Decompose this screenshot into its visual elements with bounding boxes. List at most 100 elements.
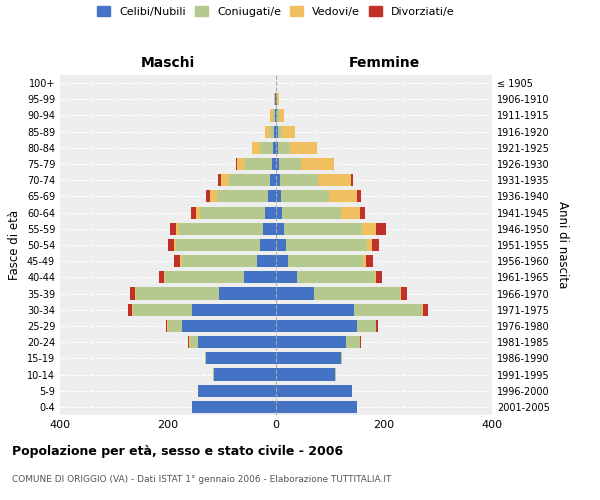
Bar — [244, 272, 276, 283]
Bar — [210, 190, 217, 202]
Bar — [257, 255, 276, 268]
Bar — [281, 190, 329, 202]
Bar — [168, 239, 175, 251]
Bar — [276, 384, 352, 397]
Text: Femmine: Femmine — [349, 56, 419, 70]
Bar — [182, 255, 257, 268]
Bar — [335, 368, 337, 380]
Bar — [217, 190, 268, 202]
Bar — [272, 158, 276, 170]
Bar — [283, 206, 341, 218]
Bar — [170, 222, 176, 235]
Bar — [179, 222, 263, 235]
Bar — [174, 255, 181, 268]
Bar — [196, 206, 200, 218]
Bar — [276, 110, 277, 122]
Bar — [423, 304, 428, 316]
Bar — [296, 272, 375, 283]
Bar — [277, 110, 279, 122]
Bar — [133, 304, 193, 316]
Bar — [367, 239, 372, 251]
Y-axis label: Anni di nascita: Anni di nascita — [556, 202, 569, 288]
Bar — [276, 368, 335, 380]
Bar — [274, 126, 276, 138]
Bar — [276, 206, 283, 218]
Bar — [168, 320, 182, 332]
Bar — [176, 222, 179, 235]
Bar — [376, 272, 382, 283]
Bar — [360, 206, 365, 218]
Bar — [276, 320, 357, 332]
Bar — [132, 304, 133, 316]
Bar — [274, 142, 276, 154]
Bar — [263, 222, 276, 235]
Text: COMUNE DI ORIGGIO (VA) - Dati ISTAT 1° gennaio 2006 - Elaborazione TUTTITALIA.IT: COMUNE DI ORIGGIO (VA) - Dati ISTAT 1° g… — [12, 475, 391, 484]
Bar — [350, 174, 353, 186]
Bar — [276, 288, 314, 300]
Bar — [190, 336, 198, 348]
Bar — [401, 288, 407, 300]
Bar — [275, 110, 276, 122]
Bar — [346, 336, 360, 348]
Bar — [193, 401, 276, 413]
Bar — [130, 288, 134, 300]
Bar — [314, 288, 400, 300]
Bar — [191, 206, 196, 218]
Bar — [277, 93, 278, 106]
Bar — [176, 239, 260, 251]
Bar — [136, 288, 220, 300]
Bar — [286, 239, 367, 251]
Bar — [268, 190, 276, 202]
Bar — [280, 174, 318, 186]
Bar — [376, 222, 386, 235]
Bar — [329, 190, 357, 202]
Bar — [422, 304, 423, 316]
Bar — [159, 272, 164, 283]
Legend: Celibi/Nubili, Coniugati/e, Vedovi/e, Divorziati/e: Celibi/Nubili, Coniugati/e, Vedovi/e, Di… — [97, 6, 455, 16]
Bar — [252, 142, 260, 154]
Bar — [167, 320, 168, 332]
Bar — [220, 288, 276, 300]
Bar — [221, 174, 229, 186]
Bar — [278, 158, 301, 170]
Bar — [213, 368, 214, 380]
Bar — [265, 206, 276, 218]
Bar — [182, 320, 276, 332]
Bar — [362, 222, 376, 235]
Bar — [229, 174, 269, 186]
Bar — [206, 352, 276, 364]
Bar — [372, 239, 379, 251]
Bar — [400, 288, 401, 300]
Bar — [236, 158, 245, 170]
Bar — [276, 255, 288, 268]
Bar — [279, 110, 284, 122]
Text: Maschi: Maschi — [141, 56, 195, 70]
Bar — [276, 126, 278, 138]
Bar — [366, 255, 373, 268]
Bar — [198, 384, 276, 397]
Bar — [284, 222, 362, 235]
Bar — [274, 93, 275, 106]
Bar — [364, 255, 366, 268]
Y-axis label: Fasce di età: Fasce di età — [8, 210, 21, 280]
Bar — [164, 272, 166, 283]
Bar — [166, 272, 244, 283]
Bar — [375, 272, 376, 283]
Bar — [205, 352, 206, 364]
Bar — [181, 255, 182, 268]
Bar — [276, 142, 278, 154]
Bar — [276, 352, 341, 364]
Bar — [341, 352, 343, 364]
Bar — [301, 158, 334, 170]
Bar — [134, 288, 136, 300]
Text: Popolazione per età, sesso e stato civile - 2006: Popolazione per età, sesso e stato civil… — [12, 445, 343, 458]
Bar — [276, 272, 296, 283]
Bar — [188, 336, 190, 348]
Bar — [273, 110, 275, 122]
Bar — [276, 336, 346, 348]
Bar — [206, 190, 210, 202]
Bar — [214, 368, 276, 380]
Bar — [166, 320, 167, 332]
Bar — [276, 222, 284, 235]
Bar — [278, 142, 290, 154]
